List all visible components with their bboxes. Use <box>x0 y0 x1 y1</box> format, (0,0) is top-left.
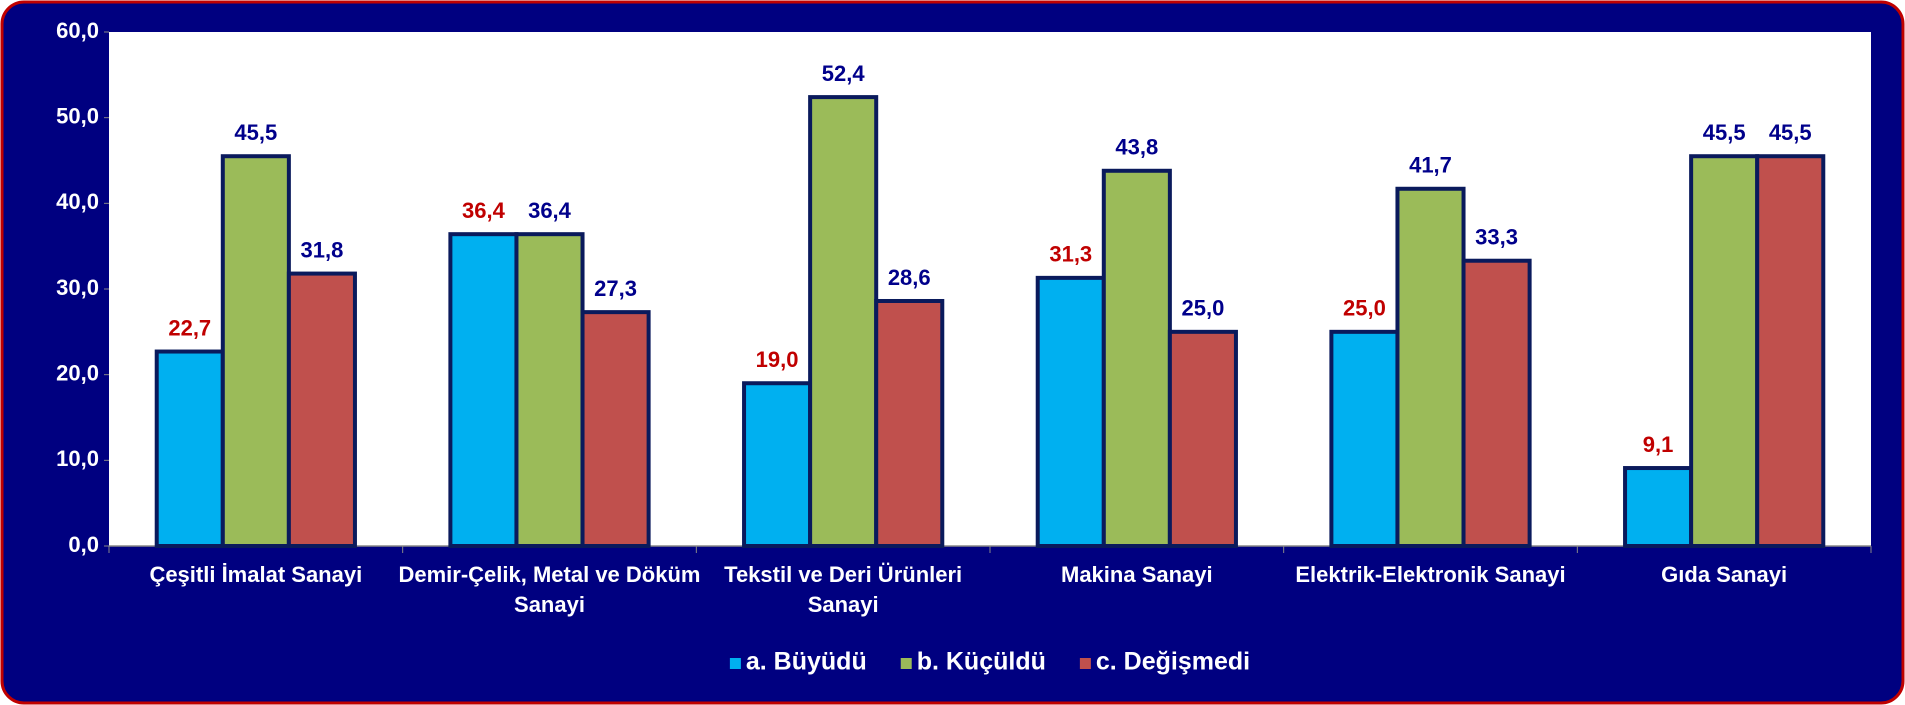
data-label: 25,0 <box>1343 296 1386 321</box>
bar <box>220 154 291 548</box>
bar <box>1623 466 1694 548</box>
legend-swatch <box>1079 658 1091 669</box>
bar <box>286 271 357 548</box>
y-tick-label: 30,0 <box>56 275 99 300</box>
bar <box>874 298 945 549</box>
x-tick-label: Makina Sanayi <box>1061 562 1213 587</box>
data-label: 52,4 <box>822 61 866 86</box>
x-tick-label: Demir-Çelik, Metal ve Döküm Sanayi <box>398 562 701 617</box>
bar <box>1035 275 1106 548</box>
data-label: 31,8 <box>300 237 343 262</box>
data-label: 43,8 <box>1115 135 1158 160</box>
legend-swatch <box>900 658 912 669</box>
data-label: 36,4 <box>528 198 572 223</box>
bar <box>808 95 879 549</box>
plot-area <box>109 32 1871 546</box>
y-tick-label: 40,0 <box>56 189 99 214</box>
y-tick-label: 20,0 <box>56 360 99 385</box>
data-label: 45,5 <box>1703 120 1746 145</box>
data-label: 9,1 <box>1643 432 1674 457</box>
bar <box>1755 154 1826 548</box>
y-tick-label: 50,0 <box>56 103 99 128</box>
data-label: 41,7 <box>1409 153 1452 178</box>
bar <box>1461 258 1532 548</box>
data-label: 28,6 <box>888 265 931 290</box>
x-tick-label: Elektrik-Elektronik Sanayi <box>1295 562 1566 587</box>
data-label: 31,3 <box>1049 242 1092 267</box>
legend-swatch <box>729 658 741 669</box>
data-label: 45,5 <box>234 120 277 145</box>
data-label: 25,0 <box>1181 296 1224 321</box>
bar <box>514 232 585 548</box>
x-tick-label: Çeşitli İmalat Sanayi <box>149 562 363 587</box>
y-tick-label: 10,0 <box>56 446 99 471</box>
legend-label: c. Değişmedi <box>1096 648 1250 676</box>
bar <box>1101 168 1172 548</box>
legend-label: a. Büyüdü <box>746 648 867 676</box>
bar <box>1689 154 1760 548</box>
bar <box>580 310 651 548</box>
bar <box>742 381 813 548</box>
bar <box>1395 186 1466 549</box>
data-label: 19,0 <box>756 347 799 372</box>
bar <box>154 349 225 548</box>
data-label: 27,3 <box>594 276 637 301</box>
data-label: 22,7 <box>168 315 211 340</box>
data-label: 33,3 <box>1475 225 1518 250</box>
bar <box>1329 329 1400 549</box>
x-tick-label: Gıda Sanayi <box>1661 562 1788 587</box>
bar <box>1167 329 1238 549</box>
bar <box>448 232 519 548</box>
legend-label: b. Küçüldü <box>917 648 1046 676</box>
y-tick-label: 60,0 <box>56 18 99 43</box>
data-label: 45,5 <box>1769 120 1812 145</box>
x-tick-label: Tekstil ve Deri Ürünleri Sanayi <box>724 562 963 617</box>
data-label: 36,4 <box>462 198 506 223</box>
y-tick-label: 0,0 <box>68 532 99 557</box>
